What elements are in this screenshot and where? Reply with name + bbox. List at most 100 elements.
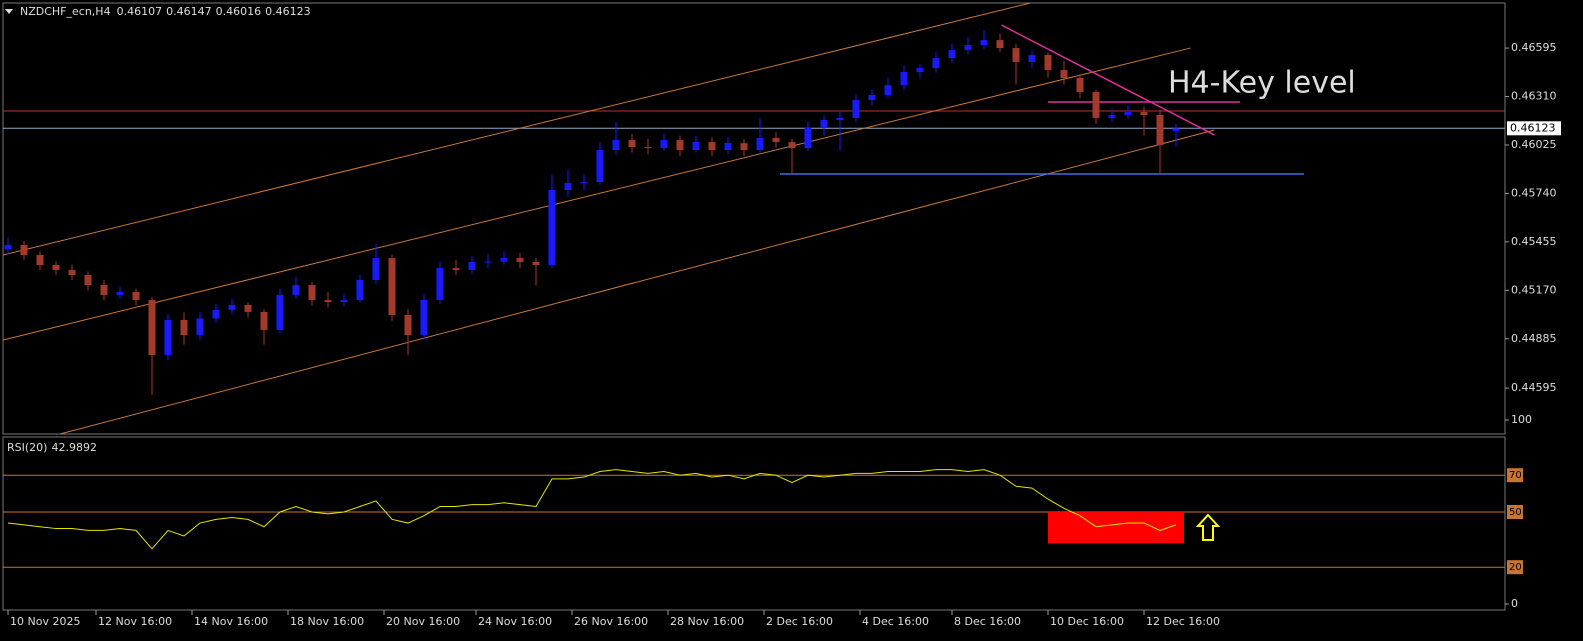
candle-body: [820, 119, 828, 128]
rsi-level-label: 20: [1509, 562, 1522, 573]
candle-body: [276, 294, 284, 330]
y-tick-label: 100: [1511, 413, 1532, 426]
candle-body: [420, 300, 428, 336]
x-tick-label: 10 Nov 2025: [10, 615, 80, 628]
candle-body: [772, 137, 780, 143]
rsi-panel: [2, 436, 1506, 611]
x-tick-label: 10 Dec 16:00: [1050, 615, 1124, 628]
candle-body: [1140, 111, 1148, 116]
candle-body: [324, 300, 332, 303]
candle-body: [884, 84, 892, 95]
candle-body: [708, 142, 716, 151]
candle-body: [260, 311, 268, 330]
rsi-name: RSI(20): [7, 441, 47, 454]
x-tick-label: 12 Dec 16:00: [1146, 615, 1220, 628]
candle-body: [692, 142, 700, 151]
trend-line: [59, 129, 1215, 434]
main-panel: [2, 2, 1506, 435]
candle-body: [340, 300, 348, 303]
rsi-level-tag: [1507, 560, 1523, 575]
candle-body: [436, 268, 444, 301]
candle-body: [1124, 111, 1132, 116]
candle-body: [500, 258, 508, 262]
rsi-line: [7, 469, 1177, 550]
y-tick-label: 0.45740: [1511, 186, 1557, 199]
y-tick-label: 0: [1511, 597, 1518, 610]
candle-body: [1156, 115, 1164, 145]
candle-body: [756, 137, 764, 151]
candle-body: [100, 285, 108, 295]
candle-body: [52, 265, 60, 270]
y-tick-label: 0.44595: [1511, 381, 1557, 394]
candle-body: [4, 244, 12, 250]
candle-body: [868, 94, 876, 101]
x-tick-label: 18 Nov 16:00: [290, 615, 364, 628]
x-tick-label: 28 Nov 16:00: [670, 615, 744, 628]
candle-body: [1012, 48, 1020, 62]
trend-line: [3, 3, 1031, 256]
candle-body: [740, 143, 748, 151]
close: 0.46123: [265, 5, 311, 18]
x-tick-label: 4 Dec 16:00: [862, 615, 929, 628]
candle-body: [628, 140, 636, 148]
x-tick-label: 12 Nov 16:00: [98, 615, 172, 628]
candle-body: [148, 300, 156, 355]
candle-body: [164, 319, 172, 355]
candle-body: [900, 72, 908, 85]
candle-body: [212, 310, 220, 319]
candle-body: [452, 268, 460, 270]
annotation: H4-Key level: [1168, 66, 1356, 101]
candle-body: [68, 269, 76, 276]
candle-body: [468, 261, 476, 270]
candle-body: [196, 318, 204, 336]
rsi-level-tag: [1507, 468, 1523, 483]
x-tick-label: 14 Nov 16:00: [194, 615, 268, 628]
open: 0.46107: [117, 5, 163, 18]
candle-body: [228, 304, 236, 311]
candle-body: [932, 58, 940, 69]
candle-body: [564, 183, 572, 191]
candle-body: [388, 258, 396, 315]
y-tick-label: 0.45170: [1511, 283, 1557, 296]
x-tick-label: 24 Nov 16:00: [478, 615, 552, 628]
y-tick-label: 0.46310: [1511, 90, 1557, 103]
axes: 0.46595 0.46310 0.46025 0.45740 0.45455 0.451…: [7, 41, 1561, 628]
candle-body: [980, 40, 988, 45]
x-tick-label: 8 Dec 16:00: [954, 615, 1021, 628]
candle-body: [484, 261, 492, 263]
x-tick-label: 26 Nov 16:00: [574, 615, 648, 628]
candle-body: [1044, 55, 1052, 70]
rsi-level-tag: [1507, 505, 1523, 519]
candle-body: [1172, 128, 1180, 132]
low: 0.46016: [216, 5, 262, 18]
candle-body: [676, 140, 684, 151]
candle-body: [132, 292, 140, 301]
price-tag-label: 0.46123: [1510, 121, 1556, 134]
y-tick-label: 0.46025: [1511, 138, 1557, 151]
x-tick-label: 20 Nov 16:00: [386, 615, 460, 628]
rsi-highlight: [1048, 512, 1184, 544]
candle-body: [1092, 92, 1100, 118]
candle-body: [788, 142, 796, 149]
candle-body: [548, 190, 556, 266]
candle-body: [724, 143, 732, 151]
x-tick-label: 2 Dec 16:00: [766, 615, 833, 628]
candle-body: [612, 140, 620, 151]
candle-body: [180, 319, 188, 336]
candle-body: [596, 150, 604, 183]
candle-body: [852, 100, 860, 118]
candle-body: [916, 68, 924, 73]
candle-body: [580, 182, 588, 184]
candle-body: [644, 147, 652, 149]
trend-line: [1001, 24, 1215, 136]
candle-body: [36, 254, 44, 266]
candle-body: [1028, 55, 1036, 62]
candle-body: [996, 40, 1004, 49]
candle-body: [1076, 77, 1084, 93]
candle-body: [1060, 69, 1068, 78]
candle-body: [836, 117, 844, 120]
rsi-value: 42.9892: [51, 441, 97, 454]
price-plot: [3, 3, 1505, 434]
rsi-plot: [3, 469, 1505, 568]
